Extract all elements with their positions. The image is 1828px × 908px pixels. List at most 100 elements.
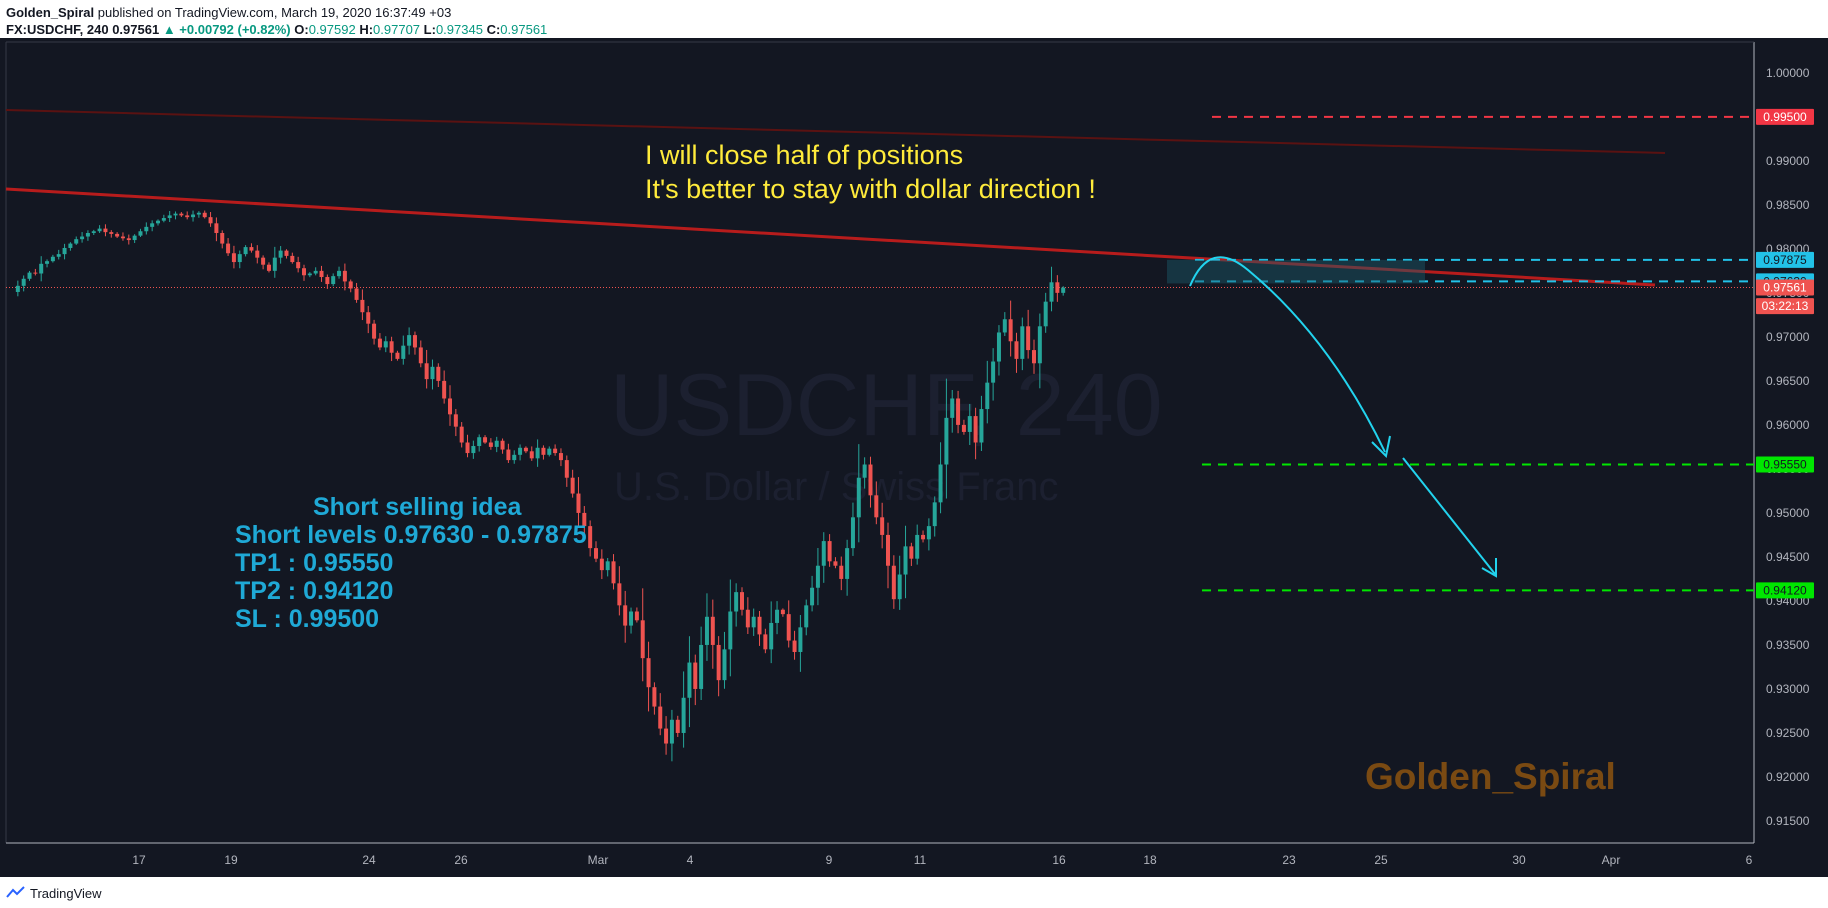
candle-body — [710, 616, 715, 645]
candle-body — [780, 609, 785, 615]
candle-body — [424, 363, 429, 380]
candle-body — [699, 644, 704, 689]
projection-line — [1402, 457, 1496, 575]
publish-header: Golden_Spiral published on TradingView.c… — [0, 0, 1828, 38]
price-tick-11: 0.94500 — [1766, 550, 1810, 564]
candle-body — [144, 226, 149, 232]
candle-body — [891, 565, 896, 600]
candle-body — [115, 233, 120, 237]
candle-body — [395, 352, 400, 359]
time-tick-0: 17 — [132, 853, 146, 867]
candle-body — [839, 565, 844, 579]
author-name[interactable]: Golden_Spiral — [6, 5, 95, 20]
candle-body — [442, 380, 447, 399]
candle-body — [307, 273, 312, 276]
candle-body — [921, 534, 926, 540]
candle-body — [617, 583, 622, 606]
open-value: 0.97592 — [308, 22, 356, 37]
candle-body — [372, 323, 377, 339]
price-tick-10: 0.95000 — [1766, 506, 1810, 520]
candle-body — [179, 213, 184, 216]
watermark-symbol: USDCHF, 240 — [610, 355, 1163, 454]
lower-trendline — [5, 187, 1656, 287]
price-tick-7: 0.96500 — [1766, 374, 1810, 388]
price-tick-13: 0.93500 — [1766, 638, 1810, 652]
tradingview-logo-icon — [6, 886, 25, 898]
candle-body — [880, 517, 885, 535]
candle-body — [874, 495, 879, 518]
symbol-label[interactable]: FX:USDCHF, 240 — [6, 22, 109, 37]
candle-body — [220, 233, 225, 244]
candle-body — [477, 437, 482, 447]
time-tick-7: 11 — [914, 853, 927, 867]
candle-body — [664, 728, 669, 744]
candle-body — [296, 262, 301, 269]
candle-body — [290, 255, 295, 263]
candle-body — [68, 243, 73, 248]
candle-body — [693, 662, 698, 689]
idea-short-levels: Short levels 0.97630 - 0.97875 — [235, 521, 587, 549]
candle-body — [261, 257, 266, 265]
candle-body — [103, 228, 108, 233]
candle-body — [634, 611, 639, 621]
candle-body — [377, 338, 382, 348]
close-label: C: — [486, 22, 501, 37]
tradingview-brand[interactable]: TradingView — [30, 886, 102, 901]
candle-body — [383, 341, 388, 348]
candle-body — [243, 247, 248, 255]
price-change: ▲ +0.00792 (+0.82%) — [162, 22, 291, 37]
time-axis-ticks: 17 19 24 26 Mar 4 9 11 16 18 23 25 30 Apr 6 — [132, 853, 1752, 867]
trendlines — [5, 109, 1666, 287]
candle-body — [1008, 319, 1013, 342]
projection-curve — [1189, 256, 1386, 453]
candle-body — [132, 235, 137, 241]
candle-body — [728, 611, 733, 650]
candle-body — [430, 366, 435, 380]
price-label-0: 0.99500 — [1763, 110, 1807, 124]
candle-body — [775, 609, 780, 623]
level-lines — [6, 115, 1754, 592]
candle-body — [465, 442, 470, 454]
open-label: O: — [294, 22, 309, 37]
candle-body — [407, 335, 412, 346]
candle-body — [266, 264, 271, 271]
candle-body — [722, 649, 727, 681]
candle-body — [161, 218, 166, 221]
candle-body — [518, 447, 523, 455]
time-tick-1: 19 — [224, 853, 238, 867]
candle-body — [541, 447, 546, 455]
candle-body — [979, 409, 984, 443]
candle-body — [961, 424, 966, 432]
candle-body — [833, 561, 838, 566]
candle-body — [448, 398, 452, 415]
candle-body — [50, 256, 55, 262]
candle-body — [856, 477, 861, 518]
candle-body — [792, 640, 797, 652]
time-tick-12: 30 — [1512, 853, 1526, 867]
candle-body — [237, 254, 242, 263]
candle-body — [506, 449, 511, 461]
time-tick-6: 9 — [826, 853, 833, 867]
footer: TradingView — [0, 877, 1828, 908]
candle-body — [453, 414, 458, 427]
candle-body — [1002, 319, 1007, 333]
candle-body — [886, 534, 890, 566]
candle-body — [576, 493, 581, 513]
candle-body — [704, 616, 709, 645]
projection-arrowhead-2 — [1481, 558, 1497, 578]
candle-body — [850, 517, 855, 549]
time-tick-2: 24 — [362, 853, 376, 867]
candle-body — [716, 644, 721, 681]
price-chart[interactable]: USDCHF, 240 U.S. Dollar / Swiss Franc 1.… — [0, 38, 1828, 877]
close-note-line2: It's better to stay with dollar directio… — [645, 174, 1096, 204]
candle-body — [512, 454, 517, 461]
candle-body — [91, 231, 96, 234]
candle-body — [231, 253, 236, 263]
candle-body — [681, 697, 686, 733]
projection-arrows — [1189, 256, 1497, 578]
candle-body — [658, 706, 663, 729]
candle-body — [331, 276, 336, 285]
candle-body — [547, 448, 552, 455]
high-value: 0.97707 — [373, 22, 421, 37]
price-tick-2: 0.99000 — [1766, 154, 1810, 168]
